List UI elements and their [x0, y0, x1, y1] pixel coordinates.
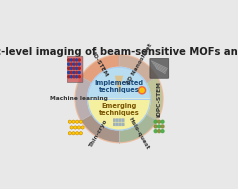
Circle shape	[68, 59, 70, 61]
Circle shape	[75, 63, 78, 65]
Circle shape	[73, 67, 75, 69]
FancyBboxPatch shape	[113, 118, 116, 122]
Circle shape	[154, 120, 157, 123]
Circle shape	[68, 76, 70, 78]
Circle shape	[158, 125, 161, 128]
Text: Machine learning: Machine learning	[50, 96, 108, 101]
Text: Atomic-level imaging of beam-sensitive MOFs and COFs: Atomic-level imaging of beam-sensitive M…	[0, 47, 238, 57]
FancyBboxPatch shape	[116, 118, 119, 122]
Circle shape	[70, 63, 72, 65]
Circle shape	[88, 67, 150, 130]
Circle shape	[68, 71, 70, 74]
Circle shape	[161, 130, 164, 133]
Circle shape	[78, 59, 80, 61]
Circle shape	[68, 67, 70, 69]
Circle shape	[75, 67, 78, 69]
FancyBboxPatch shape	[119, 118, 122, 122]
Wedge shape	[81, 114, 119, 142]
Circle shape	[73, 59, 75, 61]
Circle shape	[140, 88, 144, 92]
Circle shape	[158, 120, 161, 123]
Circle shape	[78, 71, 80, 74]
FancyBboxPatch shape	[150, 58, 169, 78]
Circle shape	[75, 59, 78, 61]
Circle shape	[78, 63, 80, 65]
Text: Emerging
techniques: Emerging techniques	[99, 103, 139, 116]
Circle shape	[75, 55, 163, 143]
Circle shape	[73, 63, 75, 65]
Circle shape	[154, 125, 157, 128]
Wedge shape	[75, 77, 92, 120]
Wedge shape	[88, 67, 150, 99]
Circle shape	[78, 67, 80, 69]
Circle shape	[68, 63, 70, 65]
Text: Holo-quest: Holo-quest	[128, 116, 150, 150]
Wedge shape	[146, 77, 163, 120]
Circle shape	[161, 125, 164, 128]
Text: Thin-cryo: Thin-cryo	[89, 118, 109, 148]
Text: Implemented
techniques: Implemented techniques	[94, 80, 144, 93]
Circle shape	[75, 76, 78, 78]
Circle shape	[161, 120, 164, 123]
Text: 4D-STEM: 4D-STEM	[89, 50, 109, 78]
Circle shape	[75, 71, 78, 74]
Circle shape	[73, 76, 75, 78]
FancyBboxPatch shape	[122, 122, 124, 126]
FancyBboxPatch shape	[113, 122, 116, 126]
FancyBboxPatch shape	[67, 56, 83, 82]
Circle shape	[70, 71, 72, 74]
Circle shape	[70, 76, 72, 78]
Wedge shape	[88, 99, 150, 130]
Polygon shape	[115, 76, 123, 94]
Wedge shape	[81, 55, 119, 83]
FancyBboxPatch shape	[119, 122, 122, 126]
Circle shape	[138, 87, 146, 94]
FancyBboxPatch shape	[116, 122, 119, 126]
Circle shape	[70, 67, 72, 69]
Wedge shape	[119, 114, 157, 142]
Circle shape	[154, 130, 157, 133]
Text: iDPC-STEM: iDPC-STEM	[156, 81, 161, 117]
Circle shape	[158, 130, 161, 133]
Circle shape	[70, 59, 72, 61]
Text: 2D Nanosheet: 2D Nanosheet	[125, 43, 153, 86]
Circle shape	[73, 71, 75, 74]
Circle shape	[78, 76, 80, 78]
Wedge shape	[119, 55, 157, 83]
FancyBboxPatch shape	[122, 118, 124, 122]
